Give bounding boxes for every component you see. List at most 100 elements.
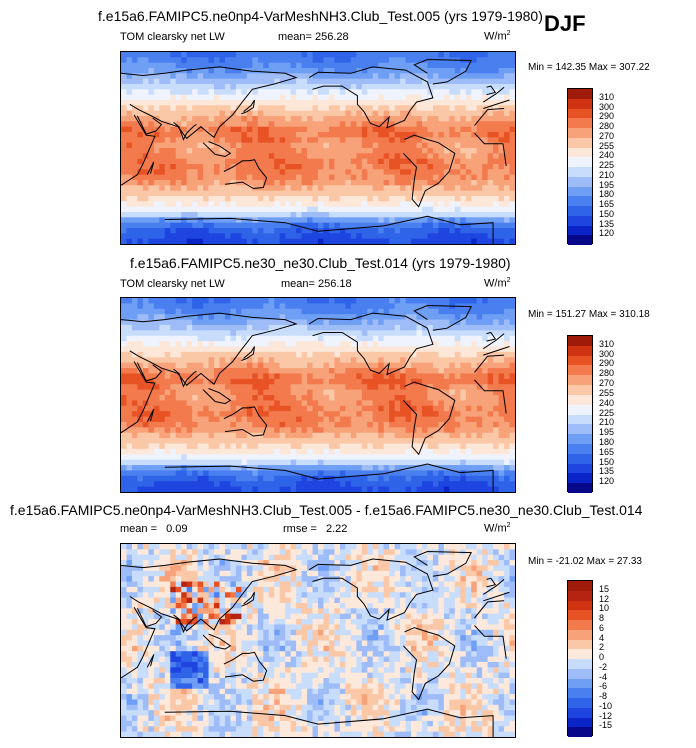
map-cell — [476, 459, 483, 466]
map-cell — [443, 427, 450, 434]
map-cell — [219, 427, 226, 434]
map-cell — [345, 158, 352, 165]
map-cell — [137, 368, 144, 375]
map-cell — [126, 121, 133, 128]
map-cell — [208, 357, 215, 364]
map-cell — [471, 212, 478, 218]
map-cell — [148, 206, 155, 213]
map-cell — [274, 164, 281, 170]
map-cell — [153, 238, 160, 244]
map-cell — [421, 185, 429, 192]
map-cell — [301, 201, 308, 208]
map-cell — [301, 427, 308, 434]
map-cell — [411, 303, 418, 310]
map-cell — [383, 438, 390, 445]
map-cell — [416, 142, 423, 149]
map-cell — [454, 52, 461, 58]
map-cell — [438, 116, 445, 122]
map-cell — [214, 314, 221, 321]
map-cell — [416, 351, 423, 358]
map-cell — [126, 465, 133, 472]
map-cell — [126, 459, 133, 466]
map-cell — [192, 126, 199, 133]
map-cell — [208, 217, 215, 224]
map-cell — [421, 180, 429, 186]
map-cell — [498, 110, 505, 117]
map-cell — [345, 330, 352, 337]
map-cell — [263, 454, 270, 461]
map-cell — [268, 222, 275, 229]
map-cell — [197, 389, 204, 396]
map-cell — [394, 78, 401, 85]
map-cell — [487, 148, 494, 154]
map-cell — [378, 233, 385, 240]
map-cell — [252, 298, 259, 304]
map-cell — [394, 405, 401, 412]
map-cell — [438, 222, 445, 229]
map-cell — [192, 228, 199, 234]
map-cell — [339, 196, 346, 202]
map-cell — [290, 454, 297, 461]
map-cell — [246, 78, 253, 85]
map-cell — [487, 405, 494, 412]
map-cell — [252, 148, 259, 154]
map-cell — [372, 196, 379, 202]
map-cell — [301, 238, 308, 244]
map-cell — [164, 180, 171, 186]
map-cell — [471, 395, 478, 401]
map-cell — [197, 335, 204, 342]
map-cell — [411, 110, 418, 117]
map-cell — [416, 57, 423, 64]
map-cell — [235, 314, 242, 321]
map-cell — [427, 351, 434, 358]
map-cell — [509, 368, 515, 375]
map-cell — [405, 459, 412, 466]
map-cell — [121, 319, 128, 326]
map-cell — [482, 421, 489, 428]
map-cell — [454, 443, 461, 450]
map-cell — [268, 126, 275, 133]
map-cell — [432, 132, 439, 138]
map-cell — [328, 438, 336, 445]
map-cell — [350, 158, 357, 165]
map-cell — [405, 196, 412, 202]
map-cell — [449, 373, 456, 380]
map-cell — [296, 126, 303, 133]
map-cell — [126, 62, 133, 69]
map-cell — [170, 465, 177, 472]
map-cell — [241, 324, 248, 331]
map-cell — [438, 233, 445, 240]
map-cell — [460, 432, 467, 439]
map-cell — [219, 174, 226, 181]
map-cell — [186, 459, 193, 466]
map-cell — [476, 100, 483, 106]
map-cell — [301, 190, 308, 197]
map-cell — [181, 228, 188, 234]
map-cell — [509, 190, 515, 197]
map-cell — [509, 411, 515, 418]
map-cell — [471, 389, 478, 396]
map-cell — [257, 169, 264, 176]
map-cell — [498, 212, 505, 218]
map-cell — [142, 454, 149, 461]
map-cell — [263, 73, 270, 80]
map-cell — [214, 169, 221, 176]
map-cell — [427, 400, 434, 407]
map-cell — [356, 148, 363, 154]
map-cell — [427, 52, 434, 58]
map-cell — [257, 443, 264, 450]
map-cell — [465, 346, 472, 353]
panel1-mean: mean= 256.28 — [278, 31, 349, 43]
map-cell — [394, 62, 401, 69]
map-cell — [279, 89, 286, 96]
map-cell — [339, 411, 346, 418]
map-cell — [367, 319, 374, 326]
map-cell — [235, 206, 242, 213]
map-cell — [170, 52, 177, 58]
map-cell — [389, 346, 396, 353]
map-cell — [350, 190, 357, 197]
map-cell — [175, 389, 182, 396]
map-cell — [274, 180, 281, 186]
map-cell — [383, 314, 390, 321]
map-cell — [318, 137, 325, 144]
